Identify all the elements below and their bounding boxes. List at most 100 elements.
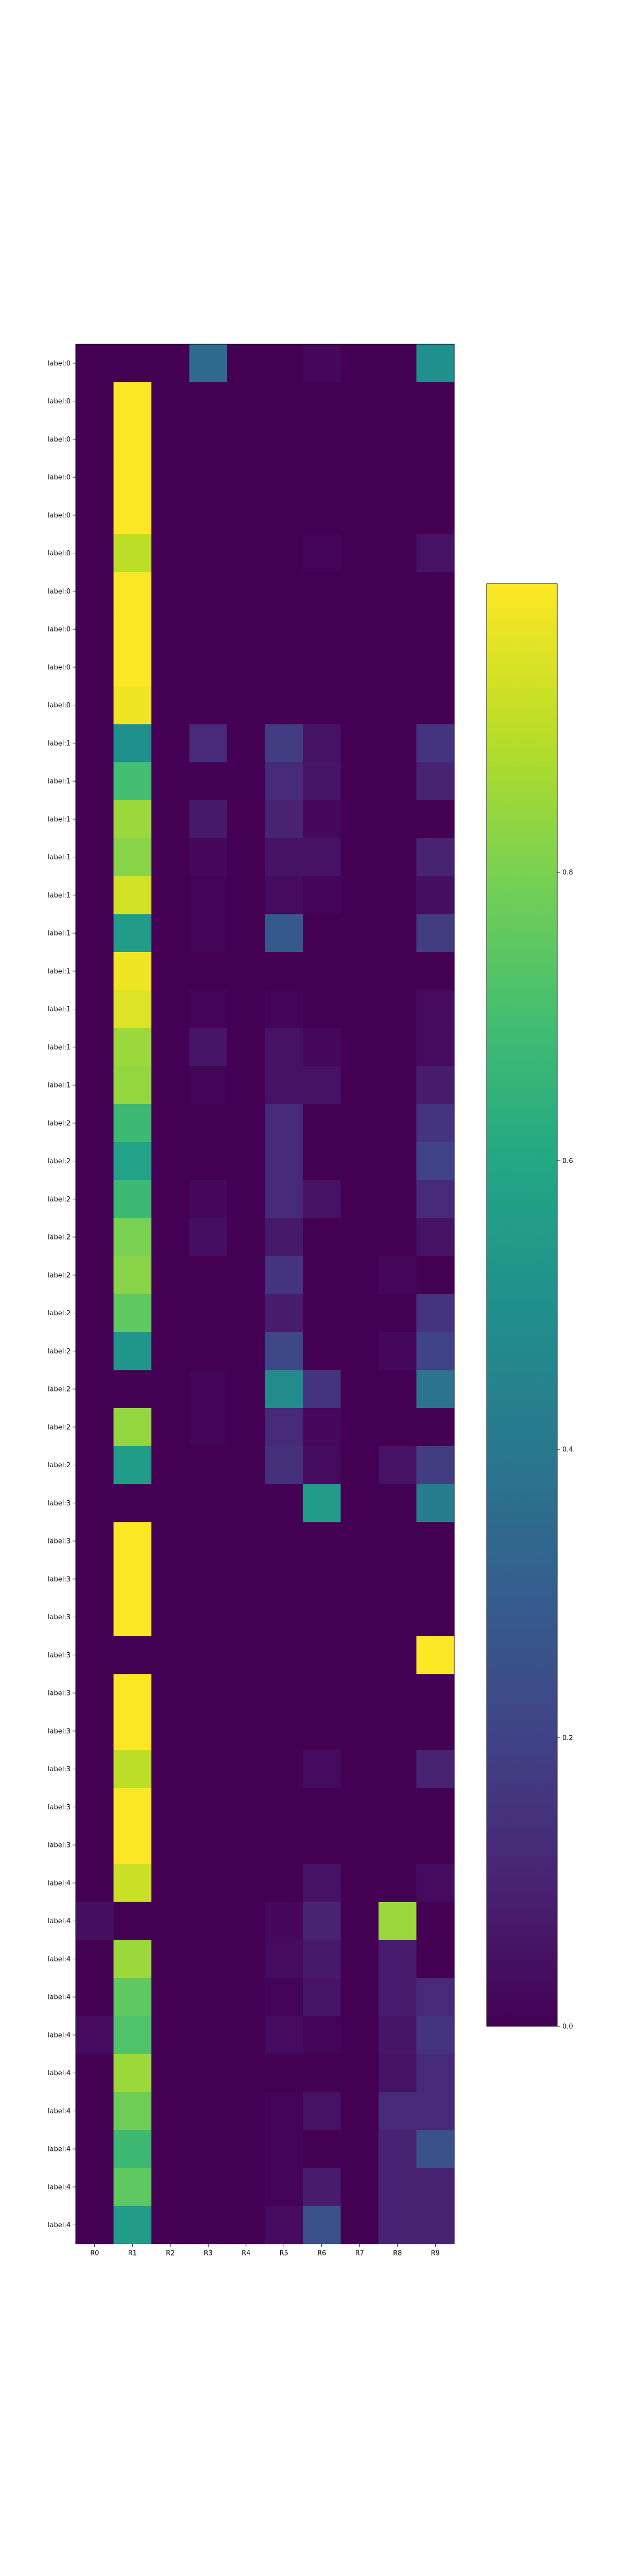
heatmap-cell xyxy=(379,1332,417,1370)
heatmap-cell xyxy=(113,724,152,762)
y-tick-label: label:3 xyxy=(48,1652,71,1659)
heatmap-cell xyxy=(76,2016,114,2055)
y-tick-label: label:2 xyxy=(48,1234,71,1242)
heatmap-cell xyxy=(151,458,190,497)
heatmap-cell xyxy=(113,2168,152,2207)
heatmap-cell xyxy=(76,1864,114,1903)
colorbar-ticks: 0.0 0.2 0.4 0.6 0.8 xyxy=(557,869,573,2031)
heatmap-cell xyxy=(416,1446,455,1485)
heatmap-cell xyxy=(113,1636,152,1674)
heatmap-cell xyxy=(113,1180,152,1218)
y-tick-label: label:1 xyxy=(48,854,71,861)
heatmap-cell xyxy=(113,762,152,801)
heatmap-cell xyxy=(76,1750,114,1789)
y-tick-label: label:1 xyxy=(48,816,71,823)
heatmap-cell xyxy=(416,1712,455,1751)
heatmap-cell xyxy=(379,344,417,383)
heatmap-cell xyxy=(265,1788,303,1826)
heatmap-cell xyxy=(76,2130,114,2168)
heatmap-cell xyxy=(379,648,417,687)
heatmap-cell xyxy=(303,762,341,801)
heatmap-cell xyxy=(303,1104,341,1143)
heatmap-cell xyxy=(265,1598,303,1637)
heatmap-cell xyxy=(303,2130,341,2168)
heatmap-cell xyxy=(113,534,152,573)
heatmap-cell xyxy=(151,952,190,991)
heatmap-cell xyxy=(416,2092,455,2130)
heatmap-cells xyxy=(76,344,455,2245)
heatmap-cell xyxy=(189,838,228,877)
heatmap-cell xyxy=(379,1598,417,1637)
heatmap-cell xyxy=(227,1256,266,1295)
heatmap-cell xyxy=(151,610,190,649)
heatmap-cell xyxy=(151,1560,190,1599)
heatmap-cell xyxy=(151,1028,190,1066)
heatmap-cell xyxy=(265,344,303,383)
heatmap-cell xyxy=(340,1636,379,1674)
colorbar: 0.0 0.2 0.4 0.6 0.8 xyxy=(486,583,573,2031)
heatmap-cell xyxy=(151,1446,190,1485)
heatmap-cell xyxy=(227,1712,266,1751)
heatmap-cell xyxy=(303,572,341,611)
heatmap-cell xyxy=(265,762,303,801)
heatmap-cell xyxy=(76,1560,114,1599)
heatmap-cell xyxy=(416,1788,455,1826)
heatmap-cell xyxy=(340,572,379,611)
heatmap-cell xyxy=(265,1104,303,1143)
heatmap-cell xyxy=(379,534,417,573)
heatmap-cell xyxy=(379,1294,417,1333)
heatmap-cell xyxy=(303,1636,341,1674)
heatmap-cell xyxy=(303,1674,341,1713)
heatmap-cell xyxy=(189,572,228,611)
heatmap-cell xyxy=(379,1370,417,1409)
y-tick-label: label:0 xyxy=(48,398,71,405)
heatmap-cell xyxy=(227,610,266,649)
heatmap-cell xyxy=(76,1978,114,2016)
heatmap-cell xyxy=(379,1446,417,1485)
heatmap-cell xyxy=(151,2054,190,2093)
heatmap-cell xyxy=(113,1066,152,1105)
heatmap-cell xyxy=(76,1598,114,1637)
heatmap-cell xyxy=(416,1256,455,1295)
heatmap-cell xyxy=(379,1826,417,1865)
heatmap-cell xyxy=(189,1370,228,1409)
heatmap-cell xyxy=(416,1978,455,2016)
heatmap-cell xyxy=(189,382,228,421)
heatmap-cell xyxy=(151,572,190,611)
x-tick-label: R4 xyxy=(242,2250,250,2258)
heatmap-cell xyxy=(416,1522,455,1561)
heatmap-cell xyxy=(416,800,455,839)
heatmap-cell xyxy=(227,1560,266,1599)
heatmap-cell xyxy=(265,1066,303,1105)
heatmap-cell xyxy=(265,1522,303,1561)
heatmap-cell xyxy=(227,496,266,535)
plot-frame xyxy=(75,344,455,2244)
heatmap-cell xyxy=(340,1066,379,1105)
heatmap-cell xyxy=(416,1142,455,1181)
heatmap-cell xyxy=(303,952,341,991)
heatmap-cell xyxy=(340,2016,379,2055)
heatmap-cell xyxy=(340,1902,379,1941)
heatmap-cell xyxy=(416,2016,455,2055)
heatmap-cell xyxy=(227,2130,266,2168)
heatmap-cell xyxy=(416,762,455,801)
heatmap-cell xyxy=(379,724,417,762)
heatmap-cell xyxy=(340,1560,379,1599)
heatmap-cell xyxy=(227,1446,266,1485)
heatmap-cell xyxy=(189,1218,228,1257)
heatmap-cell xyxy=(189,1788,228,1826)
heatmap-cell xyxy=(151,648,190,687)
y-tick-label: label:0 xyxy=(48,512,71,519)
heatmap-cell xyxy=(113,952,152,991)
heatmap-cell xyxy=(379,2016,417,2055)
heatmap-cell xyxy=(416,1864,455,1903)
heatmap-cell xyxy=(303,1978,341,2016)
heatmap-cell xyxy=(151,762,190,801)
heatmap-cell xyxy=(113,1712,152,1751)
heatmap-cell xyxy=(303,914,341,953)
heatmap-cell xyxy=(340,1788,379,1826)
heatmap-cell xyxy=(76,534,114,573)
heatmap-cell xyxy=(303,458,341,497)
heatmap-cell xyxy=(227,914,266,953)
heatmap-cell xyxy=(265,2092,303,2130)
